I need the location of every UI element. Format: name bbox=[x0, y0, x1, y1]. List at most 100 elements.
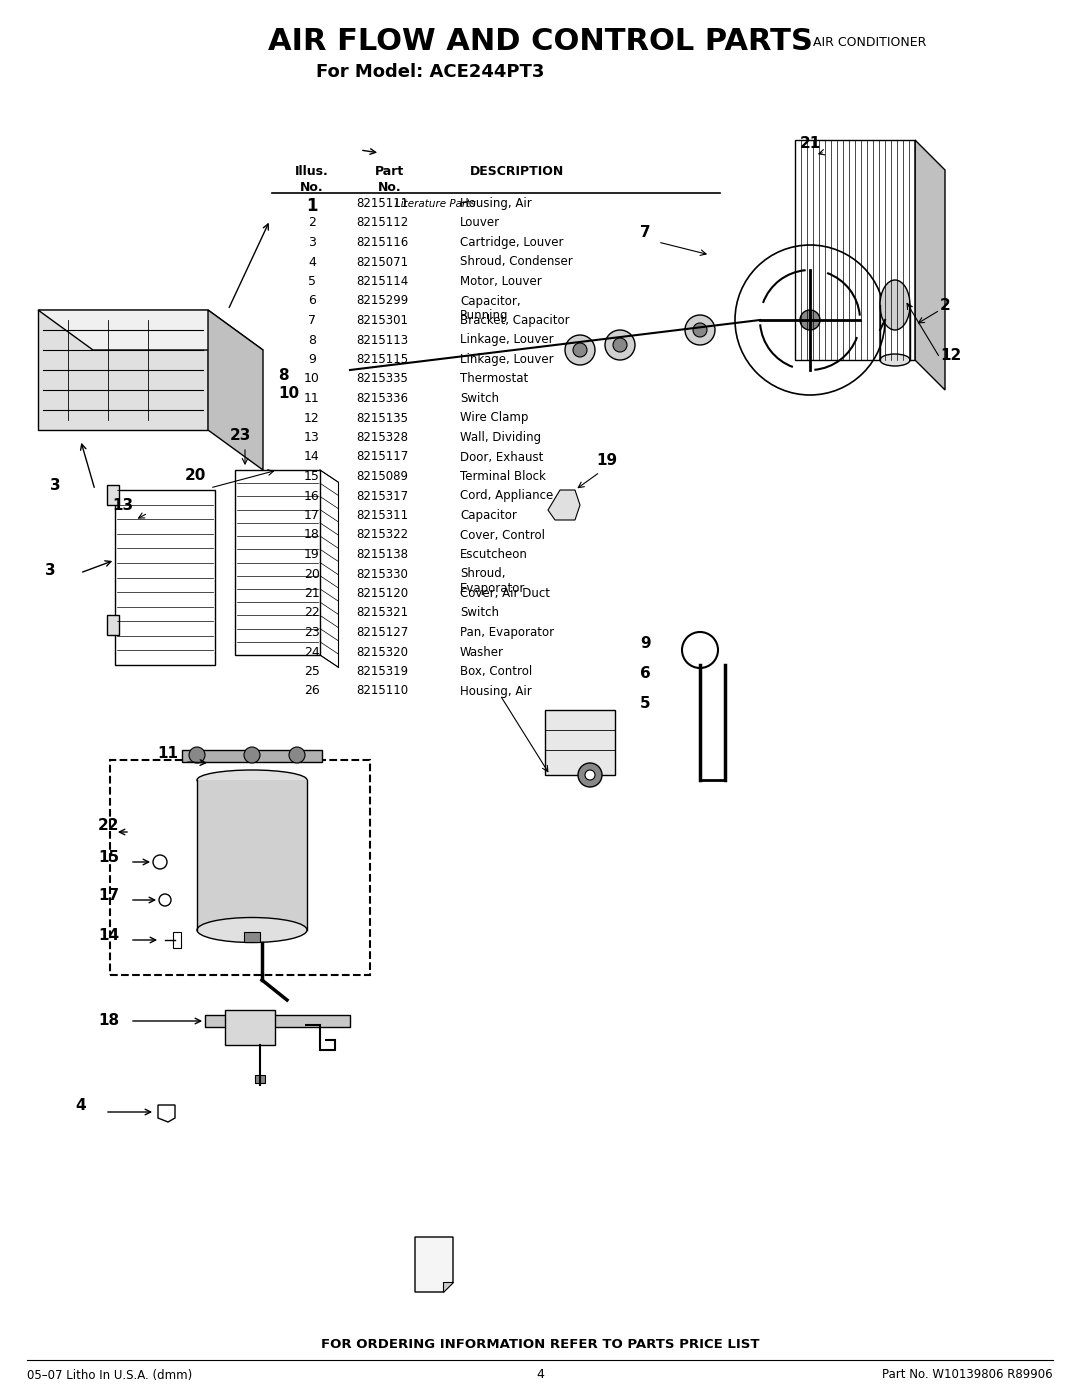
Text: 12: 12 bbox=[305, 412, 320, 425]
Text: 4: 4 bbox=[308, 256, 316, 268]
Text: 1: 1 bbox=[307, 197, 318, 215]
Ellipse shape bbox=[880, 353, 910, 366]
Text: 8: 8 bbox=[278, 367, 288, 383]
Text: 3: 3 bbox=[308, 236, 316, 249]
Text: 8215336: 8215336 bbox=[356, 393, 408, 405]
Text: Housing, Air: Housing, Air bbox=[460, 197, 531, 210]
Text: 20: 20 bbox=[185, 468, 206, 483]
Text: 14: 14 bbox=[305, 450, 320, 464]
Circle shape bbox=[189, 747, 205, 763]
Text: 2: 2 bbox=[308, 217, 316, 229]
Bar bbox=[205, 1016, 350, 1027]
Text: Box, Control: Box, Control bbox=[460, 665, 532, 678]
Circle shape bbox=[244, 747, 260, 763]
Polygon shape bbox=[415, 1236, 453, 1292]
Text: Motor, Louver: Motor, Louver bbox=[460, 275, 542, 288]
Text: 8215319: 8215319 bbox=[356, 665, 408, 678]
Text: 7: 7 bbox=[640, 225, 650, 240]
Circle shape bbox=[800, 310, 820, 330]
Text: Switch: Switch bbox=[460, 606, 499, 619]
Text: Shroud, Condenser: Shroud, Condenser bbox=[460, 256, 572, 268]
Text: 8215110: 8215110 bbox=[356, 685, 408, 697]
Bar bbox=[107, 615, 119, 636]
Text: 24: 24 bbox=[305, 645, 320, 658]
Text: Cover, Air Duct: Cover, Air Duct bbox=[460, 587, 550, 599]
Polygon shape bbox=[38, 310, 264, 351]
Text: 8215317: 8215317 bbox=[356, 489, 408, 503]
Text: 8215113: 8215113 bbox=[356, 334, 408, 346]
Text: 21: 21 bbox=[800, 136, 821, 151]
Polygon shape bbox=[38, 310, 208, 430]
Text: 8215120: 8215120 bbox=[356, 587, 408, 599]
Text: 26: 26 bbox=[305, 685, 320, 697]
Bar bbox=[795, 140, 915, 360]
Bar bbox=[225, 1010, 275, 1045]
Text: 21: 21 bbox=[305, 587, 320, 599]
Circle shape bbox=[585, 770, 595, 780]
Text: 13: 13 bbox=[305, 432, 320, 444]
Bar bbox=[545, 710, 615, 775]
Text: 8215328: 8215328 bbox=[356, 432, 408, 444]
Text: 5: 5 bbox=[640, 696, 650, 711]
Text: 8215320: 8215320 bbox=[356, 645, 408, 658]
Text: 5: 5 bbox=[308, 275, 316, 288]
Text: Washer: Washer bbox=[460, 645, 504, 658]
Text: 13: 13 bbox=[112, 497, 133, 513]
Text: 05–07 Litho In U.S.A. (dmm): 05–07 Litho In U.S.A. (dmm) bbox=[27, 1369, 192, 1382]
Text: 8215301: 8215301 bbox=[356, 314, 408, 327]
Text: Wall, Dividing: Wall, Dividing bbox=[460, 432, 541, 444]
Text: For Model: ACE244PT3: For Model: ACE244PT3 bbox=[315, 63, 544, 81]
Text: 16: 16 bbox=[305, 489, 320, 503]
Text: 15: 15 bbox=[98, 849, 119, 865]
Text: 7: 7 bbox=[308, 314, 316, 327]
Text: 8215299: 8215299 bbox=[356, 295, 408, 307]
Polygon shape bbox=[208, 310, 264, 469]
Polygon shape bbox=[158, 1105, 175, 1122]
Text: 8: 8 bbox=[308, 334, 316, 346]
Text: 11: 11 bbox=[157, 746, 178, 761]
Text: Linkage, Louver: Linkage, Louver bbox=[460, 334, 554, 346]
Text: 20: 20 bbox=[305, 567, 320, 581]
Bar bbox=[114, 490, 215, 665]
Bar bbox=[110, 760, 370, 975]
Bar bbox=[183, 750, 322, 761]
Text: 4: 4 bbox=[536, 1369, 544, 1382]
Bar bbox=[107, 485, 119, 504]
Text: Illus.
No.: Illus. No. bbox=[295, 165, 329, 194]
Text: 23: 23 bbox=[305, 626, 320, 638]
Text: 18: 18 bbox=[305, 528, 320, 542]
Text: Part No. W10139806 R89906: Part No. W10139806 R89906 bbox=[882, 1369, 1053, 1382]
Text: 14: 14 bbox=[98, 928, 119, 943]
Text: 4: 4 bbox=[75, 1098, 85, 1113]
Ellipse shape bbox=[197, 918, 307, 943]
Text: 3: 3 bbox=[45, 563, 56, 578]
Text: Cord, Appliance: Cord, Appliance bbox=[460, 489, 553, 503]
Text: 19: 19 bbox=[596, 453, 617, 468]
Text: 17: 17 bbox=[305, 509, 320, 522]
Text: Bracket, Capacitor: Bracket, Capacitor bbox=[460, 314, 569, 327]
Text: 12: 12 bbox=[940, 348, 961, 363]
Circle shape bbox=[573, 344, 588, 358]
Text: Wire Clamp: Wire Clamp bbox=[460, 412, 528, 425]
Text: 9: 9 bbox=[308, 353, 316, 366]
Circle shape bbox=[289, 747, 305, 763]
Bar bbox=[173, 932, 181, 949]
Circle shape bbox=[565, 335, 595, 365]
Text: Escutcheon: Escutcheon bbox=[460, 548, 528, 562]
Text: Housing, Air: Housing, Air bbox=[460, 685, 531, 697]
Text: Capacitor: Capacitor bbox=[460, 509, 517, 522]
Text: 8215111: 8215111 bbox=[356, 197, 408, 210]
Text: Terminal Block: Terminal Block bbox=[460, 469, 545, 483]
Text: Cover, Control: Cover, Control bbox=[460, 528, 545, 542]
Text: 2: 2 bbox=[940, 298, 950, 313]
Text: 22: 22 bbox=[98, 819, 120, 833]
Text: Switch: Switch bbox=[460, 393, 499, 405]
Polygon shape bbox=[548, 490, 580, 520]
Text: 10: 10 bbox=[305, 373, 320, 386]
Text: Pan, Evaporator: Pan, Evaporator bbox=[460, 626, 554, 638]
Text: Capacitor,
Running: Capacitor, Running bbox=[460, 295, 521, 321]
Ellipse shape bbox=[880, 279, 910, 330]
Text: 11: 11 bbox=[305, 393, 320, 405]
Text: Part
No.: Part No. bbox=[376, 165, 405, 194]
Text: 3: 3 bbox=[50, 478, 60, 493]
